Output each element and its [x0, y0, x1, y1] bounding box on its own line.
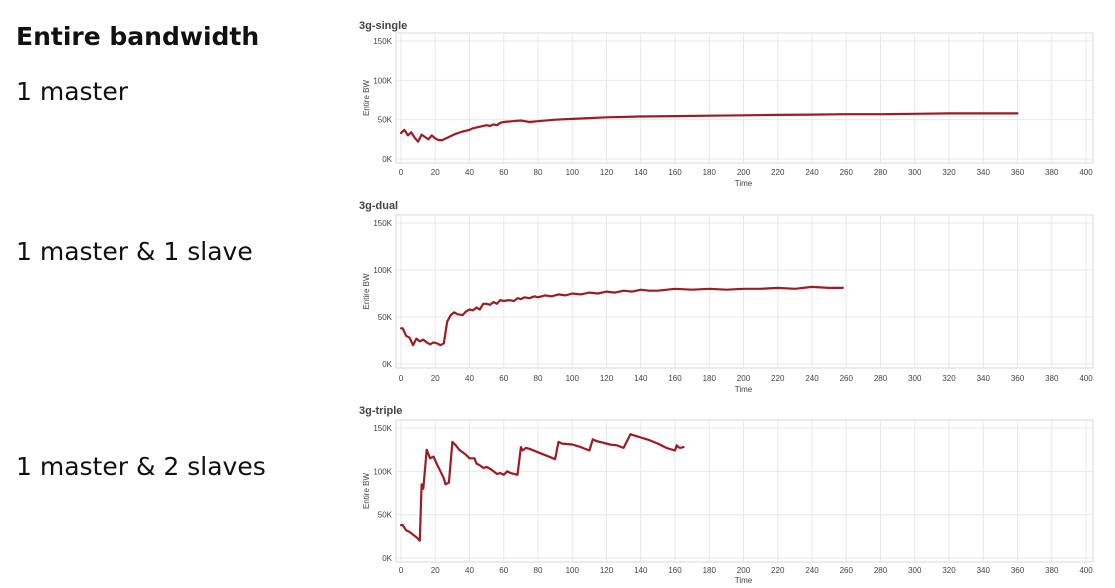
x-tick-label: 220 [771, 566, 785, 575]
x-tick-label: 100 [566, 168, 580, 177]
x-tick-label: 360 [1011, 566, 1025, 575]
x-tick-label: 380 [1045, 168, 1059, 177]
x-tick-label: 200 [737, 566, 751, 575]
x-tick-label: 240 [805, 168, 819, 177]
x-tick-label: 0 [399, 374, 404, 383]
x-tick-label: 360 [1011, 168, 1025, 177]
x-tick-label: 40 [465, 566, 474, 575]
x-tick-label: 40 [465, 374, 474, 383]
x-tick-label: 160 [668, 374, 682, 383]
x-tick-label: 140 [634, 168, 648, 177]
x-tick-label: 220 [771, 168, 785, 177]
x-tick-label: 340 [977, 168, 991, 177]
x-tick-label: 200 [737, 374, 751, 383]
label-1-master: 1 master [16, 77, 129, 106]
x-tick-label: 180 [703, 168, 717, 177]
x-tick-label: 280 [874, 168, 888, 177]
x-axis-label: Time [735, 179, 753, 188]
x-tick-label: 320 [942, 168, 956, 177]
x-tick-label: 20 [431, 566, 440, 575]
series-line [399, 285, 844, 347]
x-tick-label: 260 [840, 374, 854, 383]
y-tick-label: 150K [373, 424, 392, 433]
x-tick-label: 140 [634, 566, 648, 575]
label-1-master-1-slave: 1 master & 1 slave [16, 237, 253, 266]
x-tick-label: 0 [399, 168, 404, 177]
x-tick-label: 400 [1079, 168, 1093, 177]
x-tick-label: 400 [1079, 566, 1093, 575]
x-tick-label: 100 [566, 566, 580, 575]
x-tick-label: 180 [703, 374, 717, 383]
y-axis-label: Entire BW [362, 80, 371, 116]
x-tick-label: 280 [874, 374, 888, 383]
x-tick-label: 20 [431, 374, 440, 383]
x-tick-label: 140 [634, 374, 648, 383]
x-tick-label: 160 [668, 566, 682, 575]
x-tick-label: 340 [977, 566, 991, 575]
x-tick-label: 80 [534, 566, 543, 575]
x-tick-label: 240 [805, 374, 819, 383]
y-tick-label: 50K [378, 511, 393, 520]
y-tick-label: 150K [373, 37, 392, 46]
x-tick-label: 300 [908, 566, 922, 575]
x-tick-label: 120 [600, 566, 614, 575]
plot-frame [395, 32, 1094, 164]
x-tick-label: 300 [908, 168, 922, 177]
x-tick-label: 120 [600, 374, 614, 383]
x-tick-label: 340 [977, 374, 991, 383]
y-tick-label: 100K [373, 266, 392, 275]
x-tick-label: 20 [431, 168, 440, 177]
x-tick-label: 360 [1011, 374, 1025, 383]
chart-title: 3g-single [359, 20, 407, 32]
series-line [399, 433, 685, 542]
x-tick-label: 60 [499, 566, 508, 575]
x-tick-label: 260 [840, 566, 854, 575]
y-tick-label: 50K [378, 116, 393, 125]
y-tick-label: 150K [373, 219, 392, 228]
x-tick-label: 120 [600, 168, 614, 177]
y-tick-label: 0K [382, 554, 392, 563]
x-tick-label: 260 [840, 168, 854, 177]
x-tick-label: 60 [499, 374, 508, 383]
x-tick-label: 100 [566, 374, 580, 383]
x-tick-label: 320 [942, 566, 956, 575]
x-tick-label: 180 [703, 566, 717, 575]
y-tick-label: 0K [382, 360, 392, 369]
x-tick-label: 240 [805, 566, 819, 575]
x-tick-label: 300 [908, 374, 922, 383]
x-tick-label: 380 [1045, 566, 1059, 575]
x-tick-label: 0 [399, 566, 404, 575]
x-tick-label: 400 [1079, 374, 1093, 383]
x-tick-label: 160 [668, 168, 682, 177]
x-tick-label: 220 [771, 374, 785, 383]
y-tick-label: 50K [378, 313, 393, 322]
x-tick-label: 280 [874, 566, 888, 575]
y-tick-label: 0K [382, 155, 392, 164]
y-axis-label: Entire BW [362, 273, 371, 309]
x-tick-label: 200 [737, 168, 751, 177]
x-axis-label: Time [735, 576, 753, 585]
x-tick-label: 380 [1045, 374, 1059, 383]
x-axis-label: Time [735, 385, 753, 394]
chart-title: 3g-dual [359, 200, 398, 212]
x-tick-label: 80 [534, 168, 543, 177]
plot-frame [395, 419, 1094, 563]
y-tick-label: 100K [373, 467, 392, 476]
plot-frame [395, 214, 1094, 369]
x-tick-label: 60 [499, 168, 508, 177]
y-tick-label: 100K [373, 76, 392, 85]
x-tick-label: 320 [942, 374, 956, 383]
page-heading: Entire bandwidth [16, 22, 260, 51]
y-axis-label: Entire BW [362, 473, 371, 509]
x-tick-label: 80 [534, 374, 543, 383]
label-1-master-2-slaves: 1 master & 2 slaves [16, 452, 266, 481]
x-tick-label: 40 [465, 168, 474, 177]
chart-title: 3g-triple [359, 405, 402, 417]
series-line [399, 112, 1019, 143]
